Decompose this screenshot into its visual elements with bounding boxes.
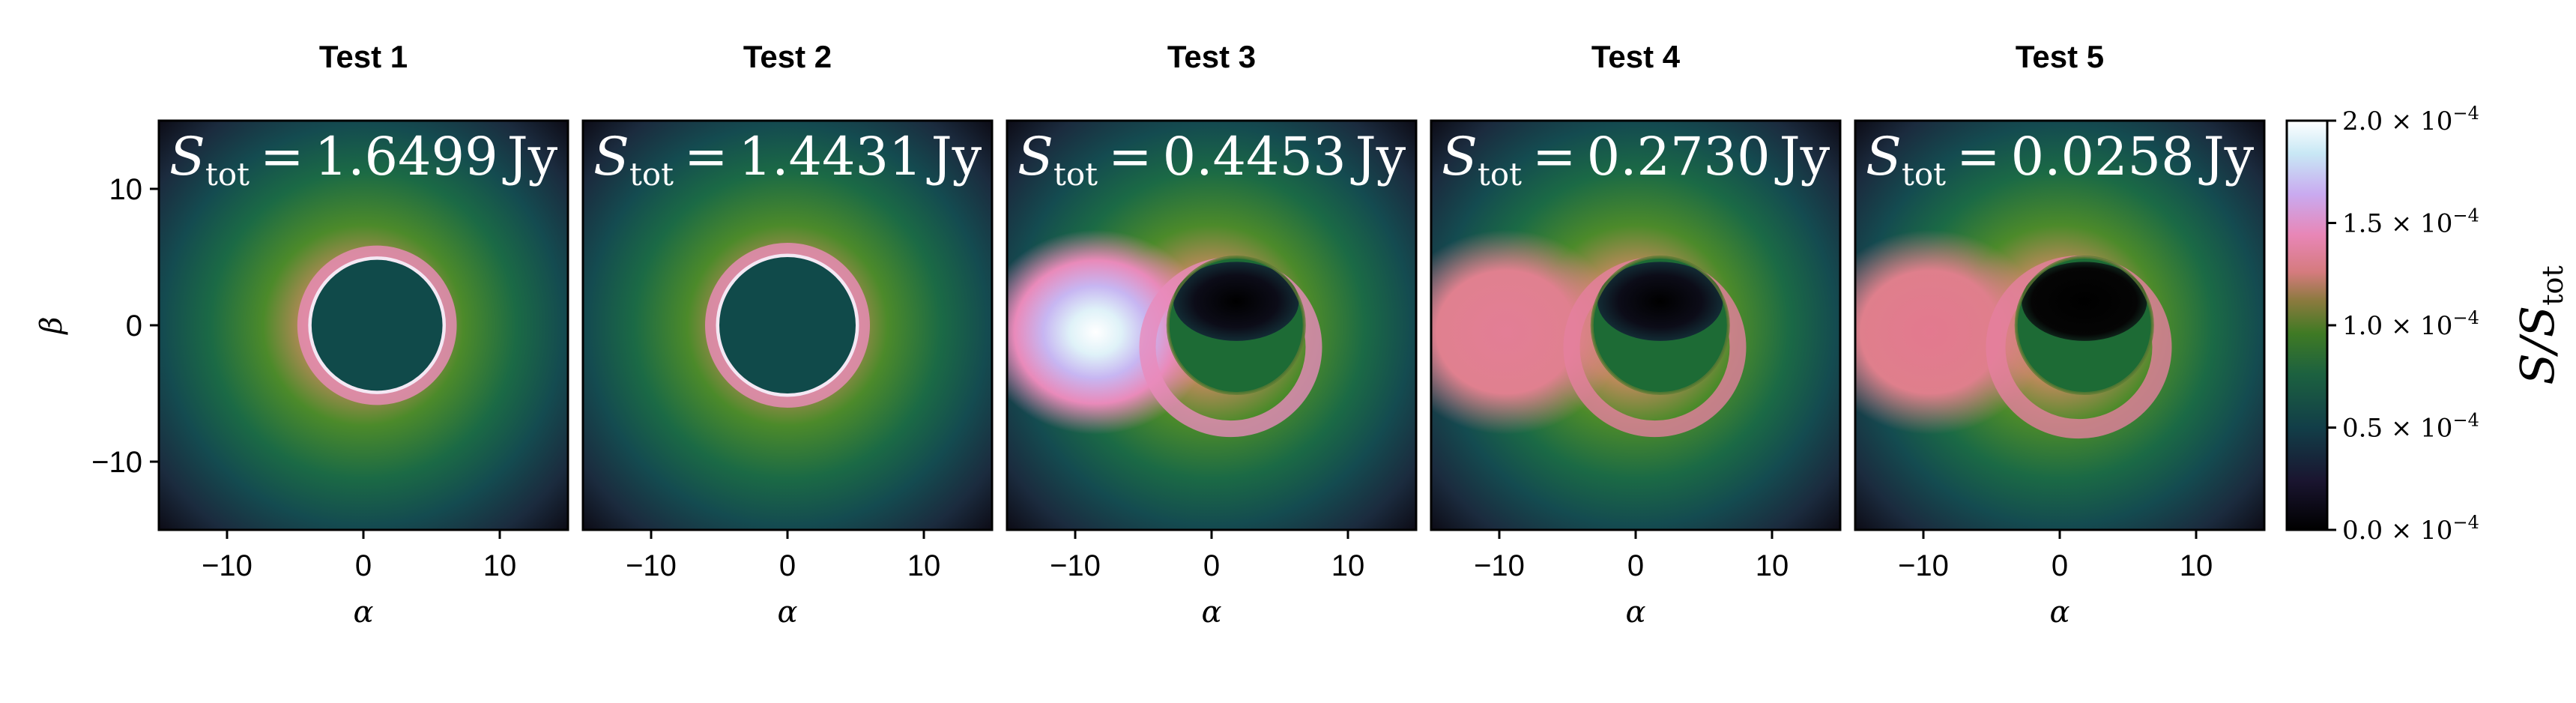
stot-annotation-4: Stot = 0.2730 Jy — [1442, 126, 1830, 193]
shadow-dark-cap — [2022, 262, 2147, 341]
x-tick-label: 0 — [1627, 549, 1644, 582]
shadow-edge — [1166, 256, 1306, 395]
heatmap-panel-2: −10 0 10 α — [581, 119, 994, 630]
shadow-edge — [2014, 256, 2154, 395]
stot-symbol: S — [1018, 126, 1053, 187]
stot-symbol: S — [169, 126, 205, 187]
stot-unit: Jy — [931, 126, 982, 187]
colorbar-label: S/Stot — [2510, 265, 2569, 384]
stot-equals: = — [1532, 126, 1576, 187]
photon-ring-glow — [705, 243, 870, 408]
heatmap-panel-3: −10 0 10 α — [1006, 119, 1418, 630]
x-tick-label: −10 — [1050, 549, 1101, 582]
stot-subscript: tot — [629, 156, 674, 193]
x-tick-label: 0 — [779, 549, 796, 582]
colorbar-tick-label: 0.0 × 10−4 — [2342, 512, 2479, 546]
y-axis-label: β — [34, 316, 69, 335]
stot-annotation-2: Stot = 1.4431 Jy — [593, 126, 982, 193]
stot-annotation-5: Stot = 0.0258 Jy — [1866, 126, 2254, 193]
stot-equals: = — [1956, 126, 2001, 187]
shadow-dark-cap — [1597, 262, 1723, 341]
panel-title-1: Test 1 — [318, 39, 408, 74]
stot-subscript: tot — [205, 156, 250, 193]
photon-ring-glow — [297, 245, 457, 405]
y-tick-label: 10 — [109, 173, 143, 206]
photon-ring — [716, 253, 859, 397]
stot-symbol: S — [1866, 126, 1902, 187]
shadow-disk — [719, 257, 856, 393]
stot-subscript: tot — [1477, 156, 1523, 193]
heatmap-panel-5: −10 0 10 α — [1854, 119, 2266, 630]
panel-title-5: Test 5 — [2015, 39, 2105, 74]
y-tick-label: 0 — [126, 310, 142, 343]
x-tick-label: −10 — [1898, 549, 1949, 582]
y-tick-label: −10 — [91, 446, 142, 479]
x-tick-label: 10 — [907, 549, 941, 582]
stot-unit: Jy — [1355, 126, 1406, 187]
x-tick-label: −10 — [1474, 549, 1525, 582]
stot-value: 0.2730 — [1586, 126, 1771, 187]
stot-value: 0.0258 — [2010, 126, 2195, 187]
stot-annotation-3: Stot = 0.4453 Jy — [1018, 126, 1406, 193]
stot-unit: Jy — [507, 126, 558, 187]
x-tick-label: 0 — [355, 549, 372, 582]
shadow-dark-cap — [1173, 262, 1299, 341]
x-axis-label: α — [1625, 595, 1645, 630]
colorbar-tick-label: 1.0 × 10−4 — [2342, 307, 2479, 341]
stot-symbol: S — [1442, 126, 1478, 187]
colorbar-gradient — [2285, 119, 2329, 531]
shadow-disk — [311, 259, 443, 391]
stot-unit: Jy — [2203, 126, 2255, 187]
x-tick-label: 10 — [1756, 549, 1789, 582]
stot-equals: = — [260, 126, 304, 187]
x-tick-label: 10 — [2180, 549, 2213, 582]
x-axis-label: α — [353, 595, 373, 630]
photon-ring — [308, 256, 447, 394]
panel-title-3: Test 3 — [1167, 39, 1257, 74]
heatmap-panel-1: −10 0 10 α −10 0 10 β — [34, 119, 569, 630]
stot-annotation-1: Stot = 1.6499 Jy — [169, 126, 557, 193]
stot-value: 1.6499 — [314, 126, 498, 187]
stot-symbol: S — [593, 126, 629, 187]
heatmap-panel-4: −10 0 10 α — [1430, 119, 1842, 630]
shadow-edge — [1590, 256, 1730, 395]
x-tick-label: −10 — [202, 549, 253, 582]
x-tick-label: −10 — [626, 549, 677, 582]
colorbar: 0.0 × 10−4 0.5 × 10−4 1.0 × 10−4 1.5 × 10−4… — [2285, 103, 2569, 546]
x-axis-label: α — [1201, 595, 1221, 630]
colorbar-tick-label: 1.5 × 10−4 — [2342, 205, 2479, 239]
stot-value: 0.4453 — [1162, 126, 1346, 187]
stot-unit: Jy — [1779, 126, 1830, 187]
panel-title-2: Test 2 — [743, 39, 832, 74]
stot-equals: = — [684, 126, 728, 187]
stot-subscript: tot — [1053, 156, 1098, 193]
x-tick-label: 10 — [483, 549, 517, 582]
x-tick-label: 10 — [1331, 549, 1365, 582]
panel-title-4: Test 4 — [1591, 39, 1681, 74]
x-tick-label: 0 — [2052, 549, 2068, 582]
x-axis-label: α — [777, 595, 797, 630]
x-tick-label: 0 — [1203, 549, 1220, 582]
stot-subscript: tot — [1901, 156, 1947, 193]
x-axis-label: α — [2049, 595, 2069, 630]
stot-value: 1.4431 — [738, 126, 922, 187]
colorbar-tick-label: 0.5 × 10−4 — [2342, 410, 2479, 444]
stot-equals: = — [1108, 126, 1152, 187]
colorbar-tick-label: 2.0 × 10−4 — [2342, 103, 2479, 136]
